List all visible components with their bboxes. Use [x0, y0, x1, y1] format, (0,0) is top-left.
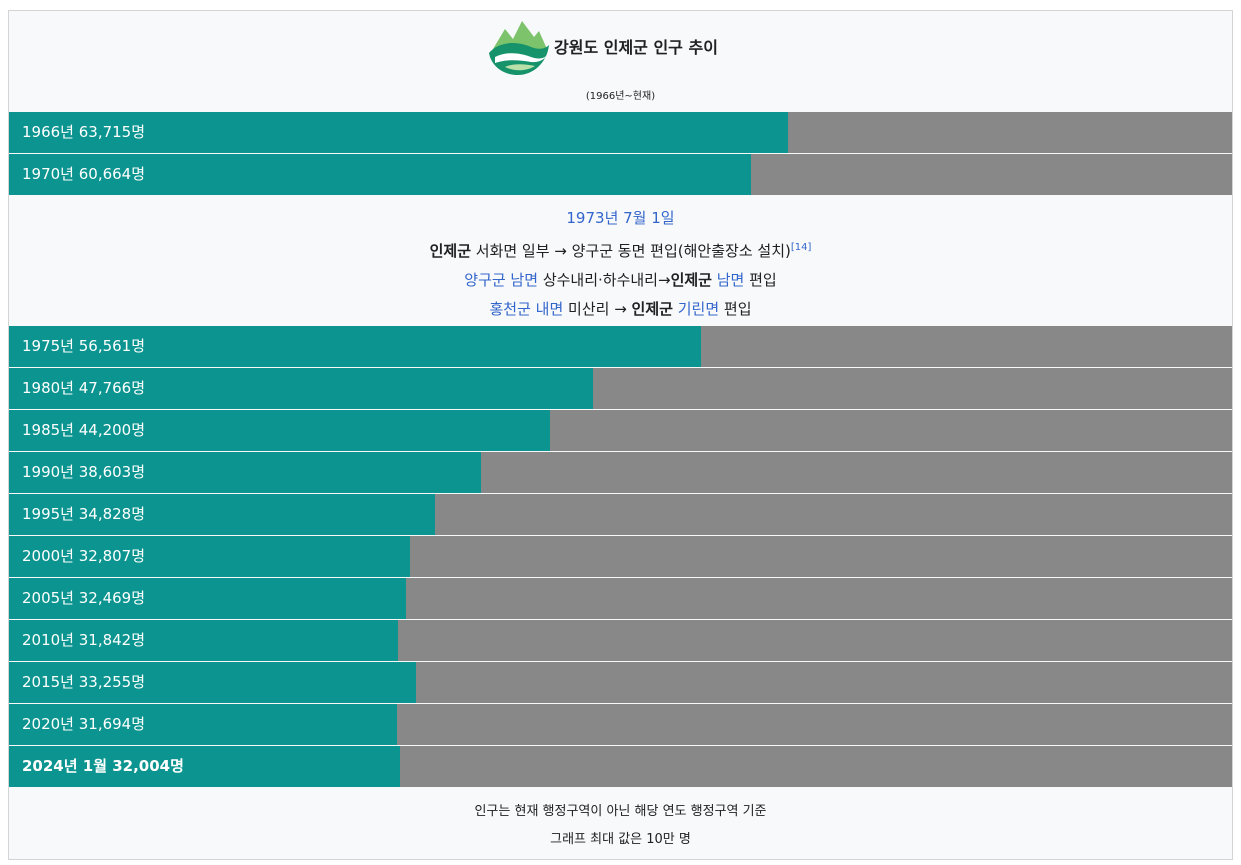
bar-row: 1975년 56,561명	[9, 326, 1232, 367]
bar-fill	[9, 368, 594, 409]
annotation-text-2: 상수내리·하수내리→	[538, 271, 671, 289]
bar-fill	[9, 578, 407, 619]
bar-label: 2005년 32,469명	[22, 589, 146, 607]
bar-label: 2020년 31,694명	[22, 715, 146, 733]
bar-fill	[9, 410, 550, 451]
link-inje-nammyeon[interactable]: 남면	[716, 271, 745, 289]
annotation-1973: 1973년 7월 1일 인제군 서화면 일부 → 양구군 동면 편입(해안출장소…	[9, 197, 1232, 325]
bar-fill	[9, 704, 397, 745]
mountain-river-logo-icon	[489, 21, 549, 75]
bar-row: 2005년 32,469명	[9, 578, 1232, 619]
bar-label: 2024년 1월 32,004명	[22, 757, 184, 775]
bar-row: 1990년 38,603명	[9, 452, 1232, 493]
bar-fill	[9, 662, 416, 703]
bar-row: 2010년 31,842명	[9, 620, 1232, 661]
chart-title: 강원도 인제군 인구 추이	[554, 38, 718, 57]
footer-note-2: 그래프 최대 값은 10만 명	[550, 832, 691, 847]
footer-note-1: 인구는 현재 행정구역이 아닌 해당 연도 행정구역 기준	[474, 804, 767, 819]
bar-label: 1980년 47,766명	[22, 379, 146, 397]
bar-row: 1995년 34,828명	[9, 494, 1232, 535]
bar-row: 2020년 31,694명	[9, 704, 1232, 745]
bar-label: 2010년 31,842명	[22, 631, 146, 649]
bar-fill	[9, 746, 401, 787]
annotation-text-2b: 편입	[744, 271, 777, 289]
link-yanggu-nammyeon[interactable]: 양구군 남면	[464, 271, 539, 289]
bar-row: 1970년 60,664명	[9, 154, 1232, 195]
bar-label: 1985년 44,200명	[22, 421, 146, 439]
bar-row: 1985년 44,200명	[9, 410, 1232, 451]
bar-row: 1966년 63,715명	[9, 112, 1232, 153]
annotation-text-3b: 편입	[719, 300, 752, 318]
bar-label: 1966년 63,715명	[22, 123, 146, 141]
bar-label: 2000년 32,807명	[22, 547, 146, 565]
bar-fill	[9, 326, 701, 367]
link-girinmyeon[interactable]: 기린면	[677, 300, 720, 318]
reference-link[interactable]: [14]	[790, 242, 812, 253]
bar-fill	[9, 112, 789, 153]
annotation-inje-3: 인제군	[631, 300, 673, 318]
annotation-text-3: 미산리 →	[563, 300, 632, 318]
bar-label: 1990년 38,603명	[22, 463, 146, 481]
bar-fill	[9, 154, 751, 195]
annotation-inje-2: 인제군	[670, 271, 712, 289]
bar-row: 2024년 1월 32,004명	[9, 746, 1232, 787]
bar-fill	[9, 536, 411, 577]
link-hongcheon-naemyeon[interactable]: 홍천군 내면	[489, 300, 564, 318]
annotation-date-link[interactable]: 1973년 7월 1일	[566, 209, 675, 227]
bar-fill	[9, 620, 399, 661]
bar-label: 1995년 34,828명	[22, 505, 146, 523]
bar-label: 1970년 60,664명	[22, 165, 146, 183]
chart-footer: 인구는 현재 행정구역이 아닌 해당 연도 행정구역 기준 그래프 최대 값은 …	[9, 791, 1232, 854]
population-chart-box: 강원도 인제군 인구 추이 (1966년~현재) 1966년 63,715명 19…	[8, 10, 1233, 860]
annotation-inje-1: 인제군	[429, 242, 471, 260]
bar-fill	[9, 452, 482, 493]
bar-row: 2015년 33,255명	[9, 662, 1232, 703]
bar-row: 1980년 47,766명	[9, 368, 1232, 409]
bar-fill	[9, 494, 435, 535]
bar-row: 2000년 32,807명	[9, 536, 1232, 577]
chart-subtitle: (1966년~현재)	[585, 91, 656, 102]
bar-label: 2015년 33,255명	[22, 673, 146, 691]
bar-label: 1975년 56,561명	[22, 337, 146, 355]
chart-header: 강원도 인제군 인구 추이 (1966년~현재)	[9, 11, 1232, 112]
annotation-text-1: 서화면 일부 → 양구군 동면 편입(해안출장소 설치)	[471, 242, 791, 260]
